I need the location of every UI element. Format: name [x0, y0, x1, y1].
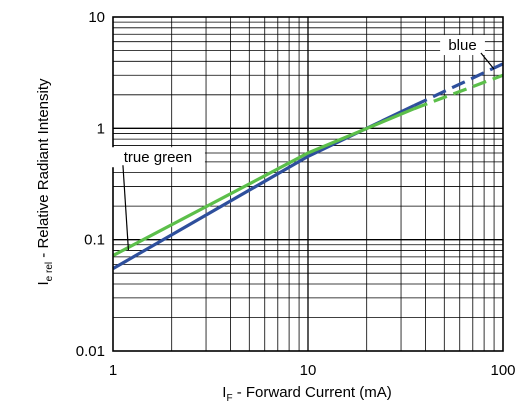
- y-axis-title-rest: - Relative Radiant Intensity: [35, 78, 52, 262]
- y-tick-label: 1: [97, 120, 105, 137]
- annotation-true-green-box: [110, 147, 205, 168]
- y-axis-title: Ie rel - Relative Radiant Intensity: [35, 78, 55, 286]
- series-layer: [112, 62, 504, 270]
- x-axis-title-sub: F: [226, 393, 232, 404]
- annotation-true-green-label: true green: [124, 149, 192, 166]
- x-tick-labels: 1 10 100: [109, 362, 516, 379]
- series-blue-solid: [112, 104, 415, 270]
- y-tick-label: 0.01: [76, 343, 105, 360]
- series-blue-dashed: [413, 62, 504, 108]
- x-tick-label: 1: [109, 362, 117, 379]
- x-axis-title: IF - Forward Current (mA): [222, 384, 391, 404]
- series-true-green-solid: [112, 107, 415, 258]
- y-tick-label: 0.1: [84, 232, 105, 249]
- y-axis-title-main: I: [35, 281, 52, 285]
- annotation-blue-leader: [480, 52, 495, 70]
- series-true-green-dashed: [413, 73, 504, 111]
- y-tick-labels: 10 1 0.1 0.01: [76, 9, 105, 360]
- annotation-true-green-leader: [122, 165, 130, 251]
- x-tick-label: 10: [300, 362, 317, 379]
- x-axis-title-rest: - Forward Current (mA): [233, 384, 392, 401]
- plot-frame: [112, 16, 504, 352]
- x-axis-title-main: I: [222, 384, 226, 401]
- annotation-blue-box: [440, 35, 485, 56]
- annotation-layer: blue true green: [110, 35, 495, 251]
- y-axis-title-sub: e rel: [44, 262, 55, 281]
- annotation-blue-label: blue: [448, 37, 476, 54]
- x-tick-label: 100: [490, 362, 515, 379]
- y-tick-label: 10: [88, 9, 105, 26]
- grid: [113, 17, 503, 351]
